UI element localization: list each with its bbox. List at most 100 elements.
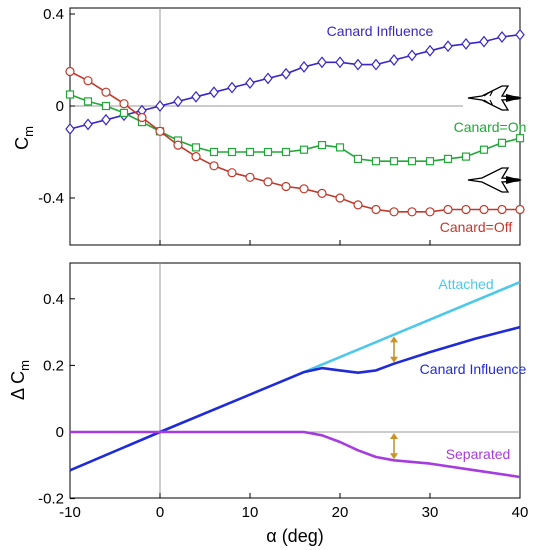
data-point [407,157,417,166]
data-point [65,123,75,135]
bottom-x-ticks: -10 0 10 20 30 40 [59,493,528,521]
bottom-y-tick-label: 0.4 [43,291,64,308]
data-point [335,193,345,203]
data-point [101,87,111,97]
top-y-axis-title: Cm [12,126,36,150]
data-point [119,108,129,118]
data-point [443,154,453,163]
data-point [497,204,507,215]
data-point [245,77,255,89]
data-point [209,147,219,157]
annotation-canard-off: Canard=Off [440,219,513,235]
top-y-axis-title-sub: m [21,126,36,137]
data-point [299,184,309,194]
data-point [371,204,381,215]
data-point [83,118,93,131]
data-point [515,204,525,215]
data-point [119,99,129,109]
data-point [425,44,435,57]
data-point [263,72,273,85]
data-point [155,100,165,112]
top-reference-lines [70,8,463,245]
bottom-reference-lines [70,263,520,498]
data-point [245,147,255,157]
top-y-axis-title-main: C [12,137,32,150]
data-point [191,152,201,162]
data-point [263,147,273,157]
difference-arrow [390,433,398,460]
x-axis-title: α (deg) [266,526,323,546]
data-point [227,81,237,94]
data-point [281,147,291,157]
annotation-attached: Attached [438,276,493,292]
data-point [83,76,93,86]
data-point [353,200,363,210]
data-point [497,138,507,147]
x-tick-label: 30 [422,504,439,521]
data-point [497,31,507,43]
data-point [101,113,111,126]
data-point [389,207,399,217]
x-tick-label: 0 [156,504,164,521]
annotation-canard-on: Canard=On [454,119,527,135]
data-point [281,181,291,192]
series-separated [70,430,521,479]
data-point [191,90,201,103]
data-point [407,49,417,62]
annotation-canard-influence-bottom: Canard Influence [420,361,527,377]
data-point [443,204,453,215]
data-point [155,126,165,136]
data-point [209,161,219,171]
bottom-y-tick-label: -0.2 [38,491,64,508]
data-point [227,147,237,157]
data-point [281,67,291,80]
data-point [425,207,435,217]
data-point [335,56,345,69]
data-point [479,145,489,154]
data-point [443,40,453,53]
data-point [299,145,309,154]
series-attached [303,280,521,374]
data-point [425,157,435,166]
bottom-y-tick-label: 0 [56,424,64,441]
x-tick-label: 20 [332,504,349,521]
data-point [317,56,327,69]
data-point [479,35,489,48]
data-point [65,66,75,77]
annotation-canard-influence-top: Canard Influence [327,23,434,39]
data-point [335,143,345,152]
data-point [263,177,273,187]
data-point [317,141,327,150]
data-point [515,134,525,143]
data-point [371,58,381,71]
data-point [83,97,93,106]
bottom-y-axis-title: Δ Cm [8,360,32,400]
data-point [353,154,363,163]
data-point [299,60,309,73]
top-y-tick-label: 0 [56,98,64,115]
bottom-y-tick-label: 0.2 [43,357,64,374]
x-tick-label: 40 [512,504,529,521]
data-point [407,207,417,217]
difference-arrow [390,336,398,363]
data-point [461,37,471,50]
series-canard-influence [69,325,521,472]
top-y-tick-label: -0.4 [38,190,64,207]
data-point [173,140,183,150]
x-tick-label: 10 [242,504,259,521]
data-point [65,90,75,99]
series-canard-on [65,90,525,166]
data-point [389,157,399,166]
bottom-y-ticks: 0.4 0.2 0 -0.2 [38,291,75,508]
data-point [371,157,381,166]
aircraft-without-canard-icon [467,167,522,193]
bottom-y-axis-title-main: Δ C [8,371,28,400]
data-point [389,54,399,66]
top-y-ticks: 0.4 0 -0.4 [38,6,521,245]
data-point [317,188,327,198]
data-point [515,28,525,41]
data-point [227,168,237,178]
data-point [461,152,471,161]
bottom-y-axis-title-sub: m [17,360,32,371]
